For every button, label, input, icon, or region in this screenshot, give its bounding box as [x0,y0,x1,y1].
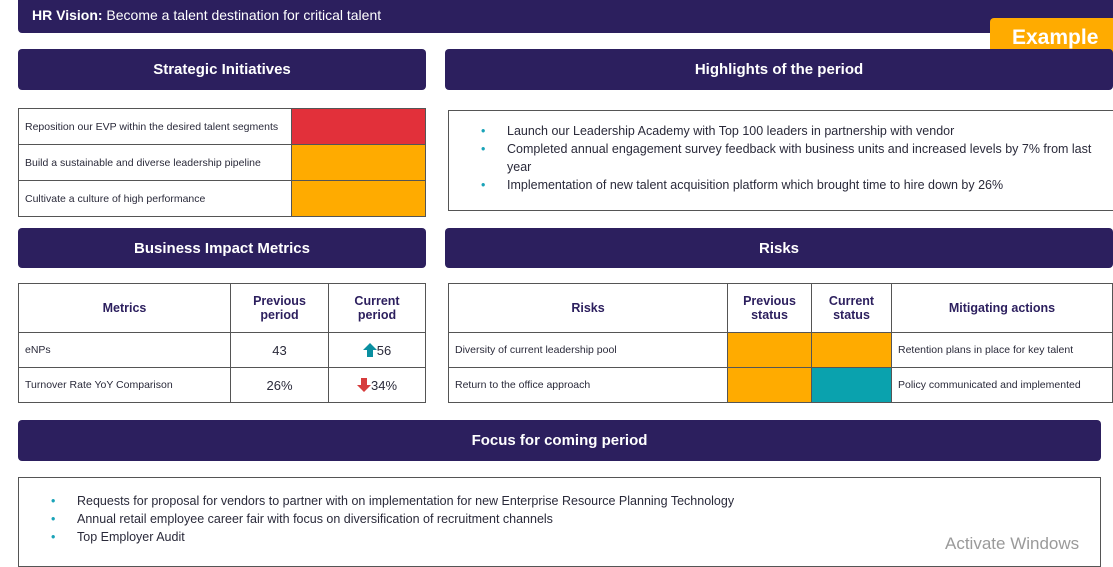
highlight-item: Implementation of new talent acquisition… [481,176,1113,194]
metric-name: eNPs [18,332,231,368]
mitigating-action: Policy communicated and implemented [891,367,1113,403]
focus-item: Top Employer Audit [51,528,1100,546]
status-cell [291,144,426,181]
banner-text: Become a talent destination for critical… [106,7,382,23]
table-row: Turnover Rate YoY Comparison 26% 34% [18,367,426,403]
trend-arrow [362,342,377,357]
mitigating-action: Retention plans in place for key talent [891,332,1113,368]
metric-value: 43 [230,332,329,368]
table-row: eNPs 43 56 [18,332,426,368]
status-cell [727,332,812,368]
metric-value: 34% [370,377,398,393]
watermark: Activate Windows [945,534,1080,553]
status-cell [811,332,892,368]
status-cell [727,367,812,403]
metrics-table: Metrics Previous period Current period eNPs… [18,283,426,403]
banner: HR Vision: Become a talent destination f… [18,0,1113,33]
column-header: Metrics [18,283,231,333]
section-header: Risks [445,228,1113,268]
risk: Diversity of current leadership pool [448,332,728,368]
column-header: Risks [448,283,728,333]
metric-value: 56 [376,342,392,358]
trend-arrow [356,377,371,392]
section-header: Highlights of the period [445,49,1113,90]
risks-table: Risks Previous status Current status Mitiga… [448,283,1113,403]
initiative: Cultivate a culture of high performance [18,180,292,217]
highlights-box: Launch our Leadership Academy with Top 1… [448,110,1113,211]
table-row: Return to the office approach Policy comm… [448,367,1113,403]
column-header: Current status [811,283,892,333]
status-cell [291,108,426,145]
column-header: Current period [328,283,426,333]
status-cell [811,367,892,403]
focus-item: Annual retail employee career fair with … [51,510,1100,528]
highlight-item: Completed annual engagement survey feedb… [481,140,1113,176]
highlight-item: Launch our Leadership Academy with Top 1… [481,122,1113,140]
status-cell [291,180,426,217]
table-row: Build a sustainable and diverse leadersh… [18,144,426,181]
section-header: Focus for coming period [18,420,1101,461]
focus-item: Requests for proposal for vendors to par… [51,492,1100,510]
metric-value: 26% [230,367,329,403]
metric-value-cell: 34% [328,367,426,403]
risk: Return to the office approach [448,367,728,403]
table-row: Diversity of current leadership pool Rete… [448,332,1113,368]
initiative: Reposition our EVP within the desired ta… [18,108,292,145]
column-header: Previous status [727,283,812,333]
table-row: Reposition our EVP within the desired ta… [18,108,426,145]
metric-value-cell: 56 [328,332,426,368]
section-header: Business Impact Metrics [18,228,426,268]
metric-name: Turnover Rate YoY Comparison [18,367,231,403]
table-row: Cultivate a culture of high performance [18,180,426,217]
section-header: Strategic Initiatives [18,49,426,90]
column-header: Mitigating actions [891,283,1113,333]
initiative: Build a sustainable and diverse leadersh… [18,144,292,181]
focus-box: Requests for proposal for vendors to par… [18,477,1101,567]
initiatives-table: Reposition our EVP within the desired ta… [18,108,426,217]
banner-label: HR Vision: [32,7,103,23]
column-header: Previous period [230,283,329,333]
